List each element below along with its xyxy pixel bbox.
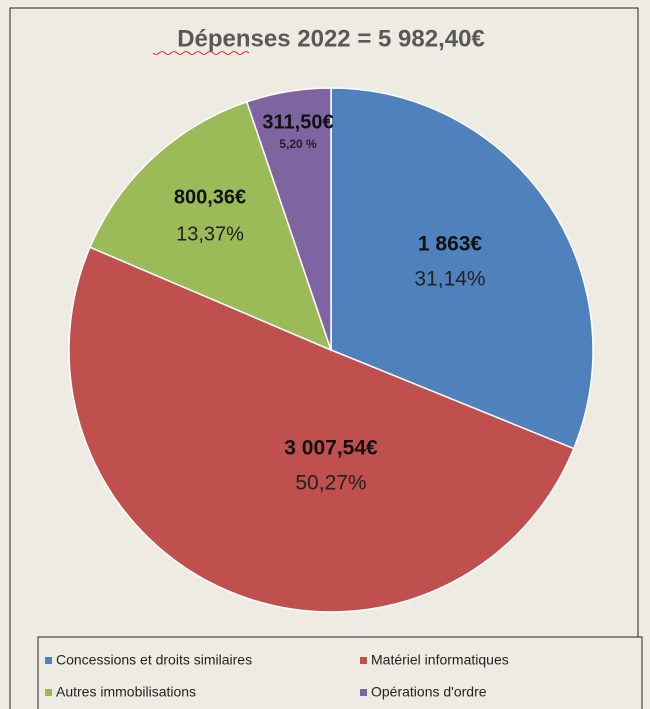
data-label: 800,36€ [174,186,246,208]
legend-swatch [360,657,367,664]
percentage-label: 50,27% [295,472,366,495]
chart-title: Dépenses 2022 = 5 982,40€ [177,25,485,52]
legend-swatch [45,689,52,696]
legend-label: Opérations d'ordre [371,684,487,700]
pie-slice [330,87,594,450]
pie-slice [245,87,332,351]
data-label: 311,50€ [262,111,333,133]
legend-label: Concessions et droits similaires [56,652,252,668]
data-label: 1 863€ [418,233,483,256]
legend-swatch [45,657,52,664]
percentage-label: 5,20 % [279,137,317,151]
percentage-label: 31,14% [414,268,485,291]
spellcheck-underline [152,51,250,55]
data-label: 3 007,54€ [284,437,378,460]
legend-label: Matériel informatiques [371,652,509,668]
pie-slice [89,100,333,352]
legend-swatch [360,689,367,696]
pie-slice [68,246,575,613]
percentage-label: 13,37% [176,223,244,245]
legend-box [37,636,643,709]
legend-label: Autres immobilisations [56,684,196,700]
